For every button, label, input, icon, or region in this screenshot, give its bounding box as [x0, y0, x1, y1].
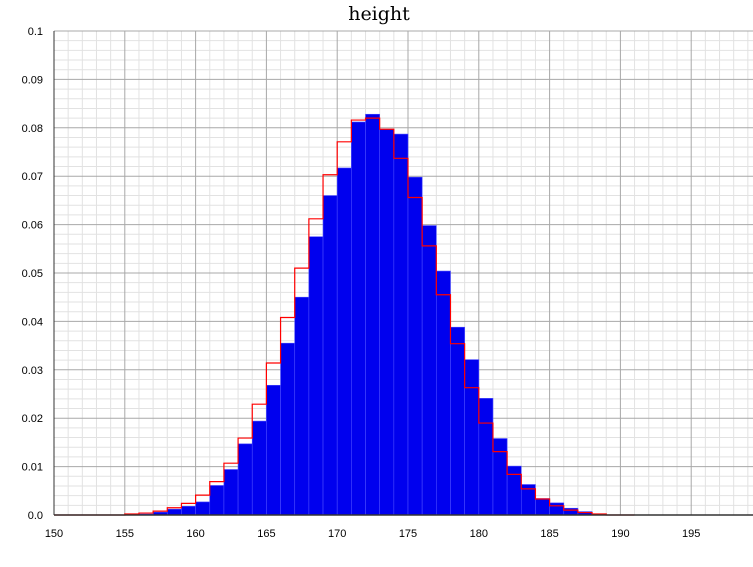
histogram-bar [535, 498, 550, 516]
histogram-bar [436, 270, 451, 516]
step-outline-line [54, 117, 635, 516]
y-tick-label: 0.09 [22, 74, 43, 86]
histogram-bar [166, 508, 182, 516]
histogram-bar [365, 113, 380, 516]
histogram-bar [266, 384, 281, 516]
y-tick-label: 0.01 [22, 462, 43, 474]
x-tick-label: 170 [328, 528, 346, 540]
histogram-bar [237, 443, 253, 516]
y-tick-label: 0.08 [22, 123, 43, 135]
histogram-bar [251, 420, 267, 516]
histogram-bar [195, 501, 211, 516]
chart-title: height [348, 3, 410, 25]
x-tick-label: 185 [540, 528, 558, 540]
histogram-bar [223, 469, 239, 516]
histogram-bar [421, 225, 437, 516]
y-tick-label: 0.05 [22, 268, 43, 280]
histogram-bar [478, 398, 494, 516]
histogram-bar [549, 502, 565, 516]
y-tick-label: 0.0 [28, 510, 43, 522]
y-tick-label: 0.06 [22, 220, 43, 232]
x-tick-label: 150 [45, 528, 63, 540]
histogram-bar [506, 465, 522, 516]
histogram-bar [492, 438, 508, 516]
x-tick-label: 155 [116, 528, 134, 540]
y-tick-label: 0.02 [22, 413, 43, 425]
x-tick-label: 180 [470, 528, 488, 540]
histogram-bar [351, 121, 366, 516]
x-tick-label: 190 [611, 528, 629, 540]
histogram-bar [393, 133, 409, 516]
y-tick-label: 0.04 [22, 316, 43, 328]
histogram-bar [450, 326, 465, 516]
histogram-bar [209, 485, 225, 516]
histogram-bar [308, 236, 324, 516]
x-tick-label: 165 [257, 528, 275, 540]
y-tick-label: 0.07 [22, 171, 43, 183]
x-tick-label: 160 [186, 528, 204, 540]
histogram-bar [407, 176, 423, 516]
y-tick-label: 0.03 [22, 365, 43, 377]
x-tick-label: 175 [399, 528, 417, 540]
histogram-bar [464, 359, 480, 516]
y-tick-label: 0.1 [28, 26, 43, 38]
histogram-bar [181, 505, 196, 516]
histogram-bar [322, 195, 338, 516]
histogram-bar [563, 507, 579, 516]
histogram-bar [280, 342, 296, 516]
x-tick-label: 195 [682, 528, 700, 540]
histogram-bar [379, 128, 395, 516]
histogram-bar [294, 296, 310, 516]
histogram-bar [336, 167, 352, 516]
